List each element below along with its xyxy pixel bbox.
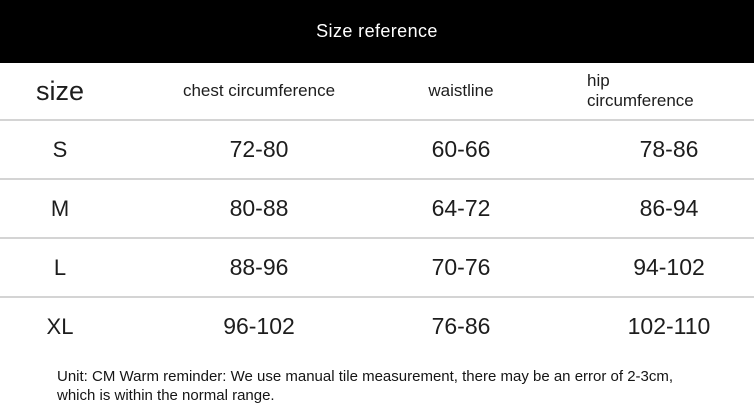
title-bar: Size reference — [0, 0, 754, 63]
size-label: M — [50, 195, 70, 221]
column-header-waistline: waistline — [428, 81, 494, 100]
chest-value: 72-80 — [229, 136, 289, 162]
column-header-size: size — [35, 75, 84, 106]
table-row-xl: XL 96-102 76-86 102-110 — [0, 298, 754, 355]
chest-value: 80-88 — [229, 195, 289, 221]
size-label: S — [52, 136, 68, 162]
table-row-m: M 80-88 64-72 86-94 — [0, 180, 754, 239]
hip-value: 78-86 — [639, 136, 699, 162]
waistline-value: 60-66 — [431, 136, 491, 162]
chest-value: 96-102 — [223, 313, 295, 339]
waistline-value: 76-86 — [431, 313, 491, 339]
table-header-row: size chest circumference waistline hip c… — [0, 63, 754, 121]
hip-value: 102-110 — [627, 313, 711, 339]
size-label: L — [53, 254, 67, 280]
measurement-note: Unit: CM Warm reminder: We use manual ti… — [57, 368, 674, 404]
table-row-s: S 72-80 60-66 78-86 — [0, 121, 754, 180]
waistline-value: 70-76 — [431, 254, 491, 280]
chest-value: 88-96 — [229, 254, 289, 280]
size-label: XL — [46, 313, 74, 339]
page-title: Size reference — [316, 21, 438, 41]
hip-value: 94-102 — [633, 254, 705, 280]
table-row-l: L 88-96 70-76 94-102 — [0, 239, 754, 298]
column-header-hip-circumference: hip circumference — [587, 71, 694, 110]
waistline-value: 64-72 — [431, 195, 491, 221]
size-table: size chest circumference waistline hip c… — [0, 63, 754, 355]
hip-value: 86-94 — [639, 195, 699, 221]
column-header-chest-circumference: chest circumference — [182, 81, 336, 100]
